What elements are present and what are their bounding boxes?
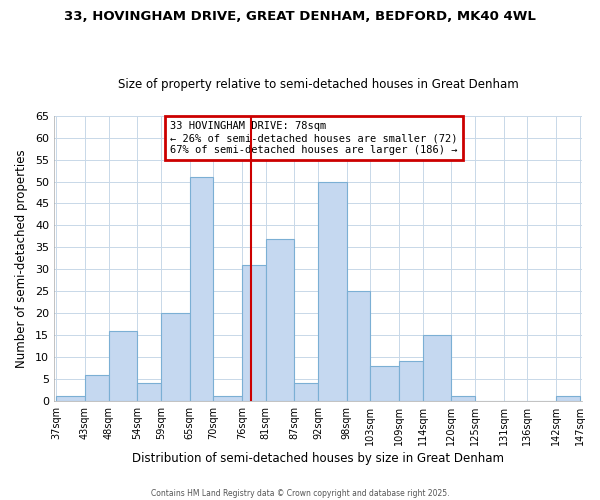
Bar xyxy=(399,362,422,401)
Bar xyxy=(294,384,318,401)
Bar xyxy=(318,182,347,401)
Bar xyxy=(266,238,294,401)
Bar xyxy=(556,396,580,401)
Bar xyxy=(56,396,85,401)
Text: 33, HOVINGHAM DRIVE, GREAT DENHAM, BEDFORD, MK40 4WL: 33, HOVINGHAM DRIVE, GREAT DENHAM, BEDFO… xyxy=(64,10,536,23)
Bar xyxy=(347,291,370,401)
Bar xyxy=(85,374,109,401)
Bar xyxy=(422,335,451,401)
Bar xyxy=(214,396,242,401)
X-axis label: Distribution of semi-detached houses by size in Great Denham: Distribution of semi-detached houses by … xyxy=(132,452,504,465)
Bar xyxy=(161,313,190,401)
Y-axis label: Number of semi-detached properties: Number of semi-detached properties xyxy=(15,149,28,368)
Bar xyxy=(242,265,266,401)
Bar xyxy=(190,177,214,401)
Title: Size of property relative to semi-detached houses in Great Denham: Size of property relative to semi-detach… xyxy=(118,78,518,91)
Bar xyxy=(370,366,399,401)
Text: Contains HM Land Registry data © Crown copyright and database right 2025.: Contains HM Land Registry data © Crown c… xyxy=(151,488,449,498)
Bar xyxy=(109,330,137,401)
Bar xyxy=(451,396,475,401)
Text: 33 HOVINGHAM DRIVE: 78sqm
← 26% of semi-detached houses are smaller (72)
67% of : 33 HOVINGHAM DRIVE: 78sqm ← 26% of semi-… xyxy=(170,122,458,154)
Bar xyxy=(137,384,161,401)
